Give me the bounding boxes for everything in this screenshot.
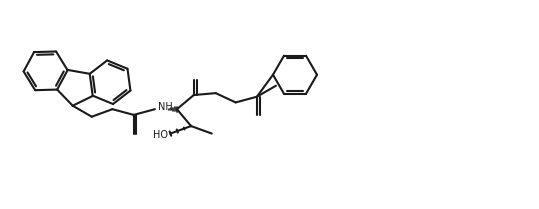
Text: HO: HO	[154, 130, 168, 140]
Text: NH: NH	[158, 102, 172, 112]
